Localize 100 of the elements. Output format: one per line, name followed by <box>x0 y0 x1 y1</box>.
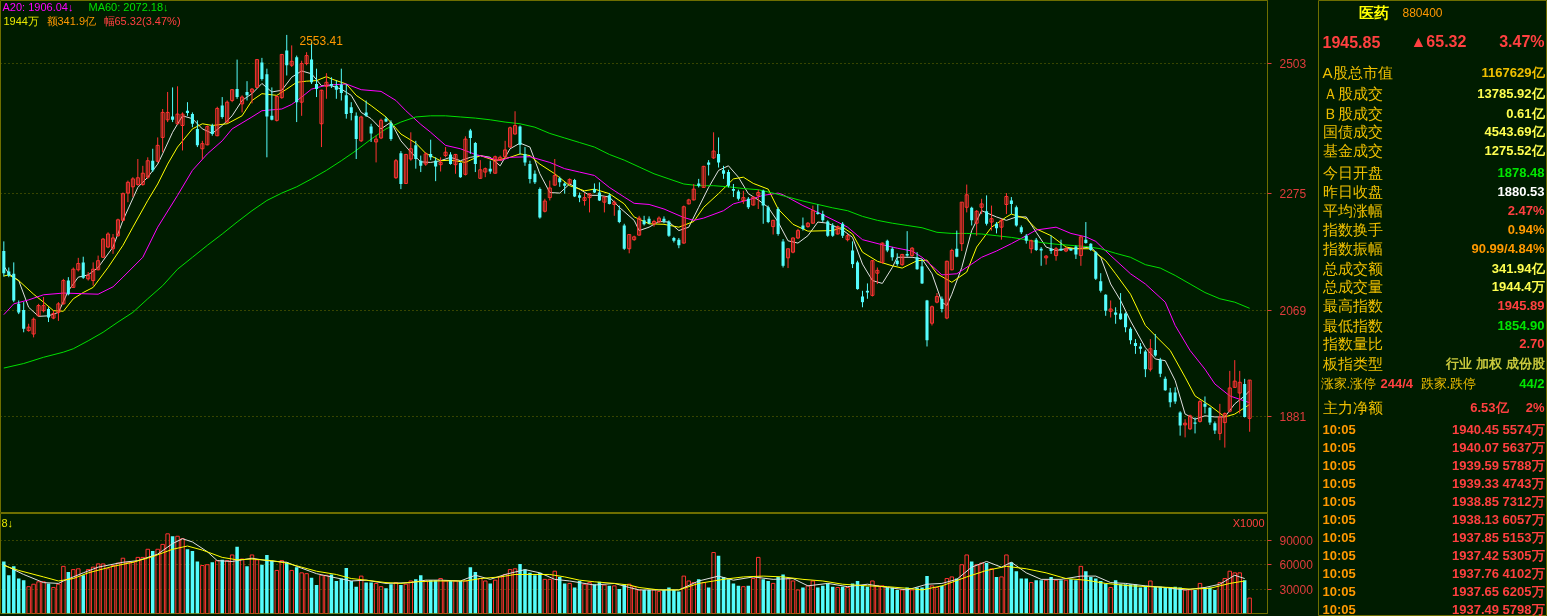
text: 基金成交 <box>1322 142 1383 159</box>
text: 昨日收盘 <box>1322 183 1383 200</box>
candlestick <box>468 128 472 155</box>
text: 10:05 <box>1322 440 1356 455</box>
text: 1878.48 <box>1497 165 1545 180</box>
bar <box>358 575 364 614</box>
candlestick <box>453 153 458 175</box>
text: 1937.42 5305万 <box>1451 548 1545 563</box>
candlestick <box>235 59 239 100</box>
bar <box>215 560 220 614</box>
candlestick <box>270 86 274 121</box>
candlestick <box>929 305 935 326</box>
candlestick <box>1099 272 1103 294</box>
y-tick-label: 30000 <box>1279 582 1314 597</box>
candlestick <box>349 101 353 121</box>
candlestick <box>1168 387 1172 408</box>
bar <box>373 582 379 614</box>
candlestick <box>1158 357 1162 378</box>
bar <box>1197 582 1203 614</box>
bar <box>711 552 716 614</box>
candlestick <box>552 158 557 187</box>
text: 0.61亿 <box>1506 106 1546 121</box>
candlestick <box>155 136 160 163</box>
candlestick <box>771 219 776 236</box>
candlestick <box>985 194 989 226</box>
bar <box>805 585 811 614</box>
bar <box>1063 579 1069 614</box>
candlestick <box>1104 293 1108 317</box>
text: Ａ股成交 <box>1322 85 1383 102</box>
candlestick <box>389 119 393 142</box>
candlestick <box>110 233 116 255</box>
annotation: 额341.9亿 <box>46 14 97 27</box>
candlestick <box>711 131 716 160</box>
candlestick <box>1044 254 1049 266</box>
text: 主力净额 <box>1322 399 1383 416</box>
bar <box>115 562 121 614</box>
y-tick-label: 60000 <box>1279 558 1314 573</box>
candlestick <box>910 246 915 258</box>
bar <box>125 561 131 614</box>
candlestick <box>429 139 433 161</box>
candlestick <box>642 215 646 226</box>
bar <box>130 561 136 614</box>
text: 10:05 <box>1322 458 1356 473</box>
candlestick <box>334 80 338 100</box>
text: 4543.69亿 <box>1484 124 1546 139</box>
bar <box>423 580 428 614</box>
candlestick <box>1197 399 1203 424</box>
candlestick <box>319 89 324 148</box>
bar <box>1247 597 1252 614</box>
candlestick <box>473 141 477 173</box>
bar <box>835 586 840 614</box>
candlestick <box>518 124 522 155</box>
text: 1938.85 7312万 <box>1451 494 1545 509</box>
candlestick <box>974 209 979 237</box>
candlestick <box>195 119 199 148</box>
text: Ｂ股成交 <box>1322 105 1383 122</box>
candlestick <box>612 199 617 217</box>
candlestick <box>1004 192 1009 215</box>
text: 10:05 <box>1322 422 1356 437</box>
candlestick <box>622 223 626 251</box>
bar <box>399 585 403 614</box>
bar <box>542 578 548 614</box>
text: 44/2 <box>1519 376 1545 391</box>
candlestick <box>1247 379 1252 433</box>
candlestick <box>1078 235 1083 267</box>
candlestick <box>81 256 85 280</box>
bar <box>940 585 944 614</box>
bar <box>403 583 409 614</box>
candlestick <box>810 205 815 225</box>
candlestick <box>71 267 76 289</box>
text: 最高指数 <box>1322 297 1383 314</box>
candlestick <box>717 136 721 169</box>
candlestick <box>528 160 532 184</box>
candlestick <box>289 44 294 68</box>
text: 10:05 <box>1322 584 1356 599</box>
text: 1945.85 <box>1322 33 1381 51</box>
text: 1945.89 <box>1497 298 1545 313</box>
bar <box>681 575 687 614</box>
candlestick <box>651 219 657 228</box>
text: 10:05 <box>1322 476 1356 491</box>
bar <box>934 586 940 614</box>
bar <box>239 558 245 614</box>
bar <box>955 578 959 614</box>
annotation: MA60: 2072.18↓ <box>88 0 169 13</box>
bar <box>1029 582 1034 614</box>
text: 1854.90 <box>1497 318 1545 333</box>
text: 2.47% <box>1507 203 1545 218</box>
bar <box>1217 582 1223 614</box>
bar <box>741 586 746 614</box>
bar <box>289 569 294 614</box>
candlestick <box>934 292 939 304</box>
candlestick <box>681 205 686 245</box>
bar <box>1108 586 1113 614</box>
bar <box>602 584 607 614</box>
bar <box>229 554 235 614</box>
bar <box>453 580 458 614</box>
candlestick <box>1124 311 1128 333</box>
bar <box>801 587 805 614</box>
bar <box>929 585 935 614</box>
text: 医药 <box>1358 4 1389 21</box>
